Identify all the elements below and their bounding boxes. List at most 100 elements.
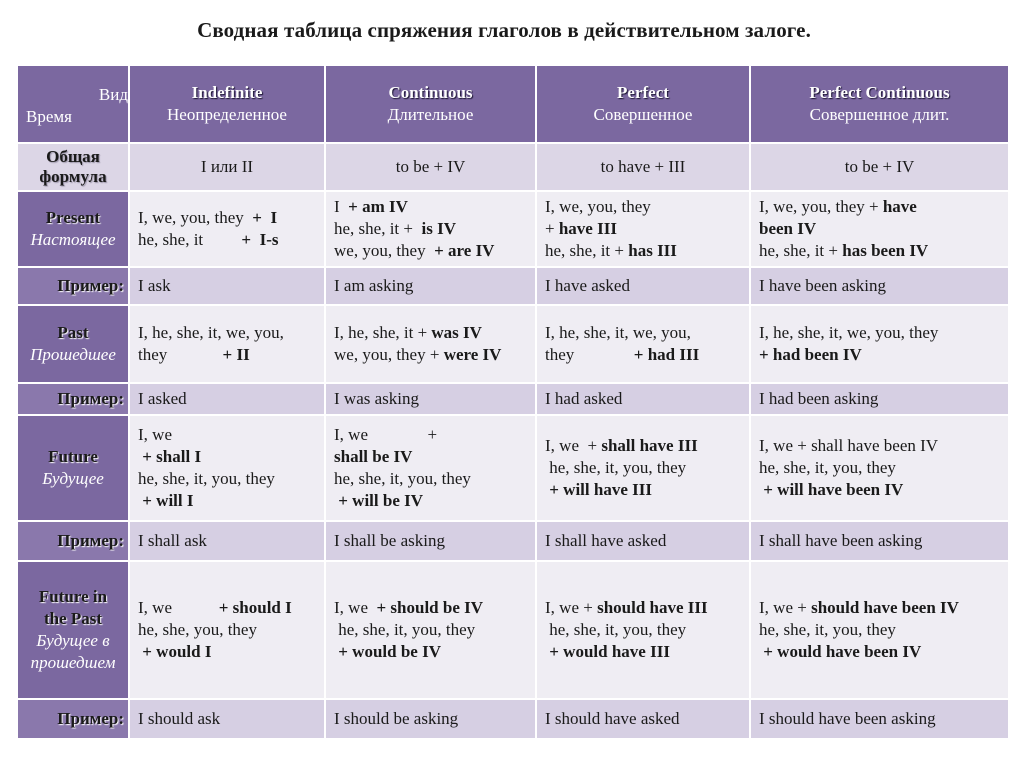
cell-bold: + I — [252, 208, 278, 227]
example-cell: I asked — [128, 382, 326, 416]
example-label: Пример: — [16, 698, 130, 740]
example-cell: I have been asking — [749, 266, 1010, 306]
example-label: Пример: — [16, 266, 130, 306]
cell-text: we, you, they + — [334, 345, 444, 364]
future-in-the-past-label: Future in the Past Будущее в прошедшем — [16, 560, 130, 700]
cell-bold: have III — [558, 219, 617, 238]
example-cell: I should be asking — [324, 698, 537, 740]
past-row: Past Прошедшее I, he, she, it, we, you, … — [16, 304, 1010, 384]
cell-text: + — [545, 219, 559, 238]
tense-ru: Будущее — [42, 469, 104, 488]
cell-bold: should have been IV — [811, 598, 959, 617]
cell-bold: + I-s — [241, 230, 279, 249]
future-in-the-past-row: Future in the Past Будущее в прошедшем I… — [16, 560, 1010, 700]
cell-text: I, he, she, it, we, you, — [138, 323, 284, 342]
tense-ru: прошедшем — [30, 653, 116, 672]
header-en: Perfect — [617, 83, 669, 102]
cell-text: I, he, she, it + — [334, 323, 432, 342]
cell-text: we, you, they — [334, 241, 435, 260]
header-en: Indefinite — [191, 83, 263, 102]
cell-bold: has been IV — [842, 241, 929, 260]
future-in-the-past-continuous-cell: I, we + should be IV he, she, it, you, t… — [324, 560, 537, 700]
header-en: Perfect Continuous — [809, 83, 950, 102]
formula-cell: to be + IV — [749, 142, 1010, 192]
cell-bold: + II — [222, 345, 250, 364]
example-label: Пример: — [16, 520, 130, 562]
cell-bold: + am IV — [348, 197, 408, 216]
header-ru: Неопределенное — [167, 105, 287, 124]
cell-text: I, he, she, it, we, you, they — [759, 323, 939, 342]
example-cell: I ask — [128, 266, 326, 306]
cell-text: I — [334, 197, 349, 216]
formula-label-line: Общая — [46, 147, 100, 166]
cell-bold: has III — [628, 241, 677, 260]
header-row: Вид Время Indefinite Неопределенное Cont… — [16, 64, 1010, 144]
cell-bold: + will have been IV — [759, 480, 904, 499]
cell-bold: + will be IV — [334, 491, 424, 510]
cell-bold: shall be IV — [334, 447, 413, 466]
formula-cell: to be + IV — [324, 142, 537, 192]
example-cell: I should ask — [128, 698, 326, 740]
future-row: Future Будущее I, we + shall I he, she, … — [16, 414, 1010, 522]
cell-text: they — [138, 345, 223, 364]
cell-bold: + would I — [138, 642, 212, 661]
cell-bold: + would be IV — [334, 642, 441, 661]
corner-vid-label: Вид — [98, 85, 128, 104]
present-continuous-cell: I + am IV he, she, it + is IV we, you, t… — [324, 190, 537, 268]
past-label: Past Прошедшее — [16, 304, 130, 384]
corner-time-label: Время — [26, 107, 72, 126]
present-example-row: Пример: I ask I am asking I have asked I… — [16, 266, 1010, 306]
future-in-the-past-example-row: Пример: I should ask I should be asking … — [16, 698, 1010, 740]
tense-en: Future in — [38, 587, 108, 606]
cell-bold: + should I — [218, 598, 292, 617]
cell-text: he, she, it + — [759, 241, 843, 260]
cell-text: I, we + — [759, 598, 812, 617]
cell-bold: was IV — [431, 323, 482, 342]
tense-en: the Past — [43, 609, 103, 628]
present-perfect-cell: I, we, you, they + have III he, she, it … — [535, 190, 751, 268]
cell-text: he, she, it, you, they — [759, 458, 896, 477]
cell-text: he, she, it, you, they — [138, 469, 275, 488]
corner-cell: Вид Время — [16, 64, 130, 144]
cell-bold: + are IV — [434, 241, 495, 260]
cell-text: he, she, it — [138, 230, 242, 249]
future-perfect-continuous-cell: I, we + shall have been IV he, she, it, … — [749, 414, 1010, 522]
tense-ru: Прошедшее — [30, 345, 116, 364]
cell-text: he, she, it + — [334, 219, 422, 238]
header-perfect-continuous: Perfect Continuous Совершенное длит. — [749, 64, 1010, 144]
example-cell: I shall ask — [128, 520, 326, 562]
past-indefinite-cell: I, he, she, it, we, you, they + II — [128, 304, 326, 384]
cell-text: he, she, it, you, they — [334, 469, 471, 488]
cell-text: I, we — [334, 598, 377, 617]
header-ru: Длительное — [387, 105, 474, 124]
header-continuous: Continuous Длительное — [324, 64, 537, 144]
present-row: Present Настоящее I, we, you, they + I h… — [16, 190, 1010, 268]
example-cell: I was asking — [324, 382, 537, 416]
tense-en: Future — [48, 447, 98, 466]
cell-text: I, he, she, it, we, you, — [545, 323, 691, 342]
example-cell: I should have been asking — [749, 698, 1010, 740]
header-indefinite: Indefinite Неопределенное — [128, 64, 326, 144]
cell-text: he, she, it, you, they — [334, 620, 476, 639]
formula-row: Общая формула I или II to be + IV to hav… — [16, 142, 1010, 192]
cell-text: I, we — [138, 425, 172, 444]
example-cell: I have asked — [535, 266, 751, 306]
cell-bold: + will I — [138, 491, 194, 510]
present-label: Present Настоящее — [16, 190, 130, 268]
cell-text: I, we, you, they + — [759, 197, 883, 216]
cell-text: he, she, it, you, they — [759, 620, 896, 639]
formula-label: Общая формула — [16, 142, 130, 192]
cell-bold: is IV — [421, 219, 456, 238]
cell-text: I, we — [138, 598, 219, 617]
tense-ru: Будущее в — [36, 631, 110, 650]
cell-text: he, she, it, you, they — [545, 620, 687, 639]
cell-text: he, she, it, you, they — [545, 458, 687, 477]
cell-text: they — [545, 345, 634, 364]
cell-bold: been IV — [759, 219, 817, 238]
future-in-the-past-perfect-cell: I, we + should have III he, she, it, you… — [535, 560, 751, 700]
cell-bold: should have III — [597, 598, 708, 617]
present-perfect-continuous-cell: I, we, you, they + have been IV he, she,… — [749, 190, 1010, 268]
cell-bold: have — [882, 197, 917, 216]
future-indefinite-cell: I, we + shall I he, she, it, you, they +… — [128, 414, 326, 522]
cell-bold: were IV — [443, 345, 502, 364]
